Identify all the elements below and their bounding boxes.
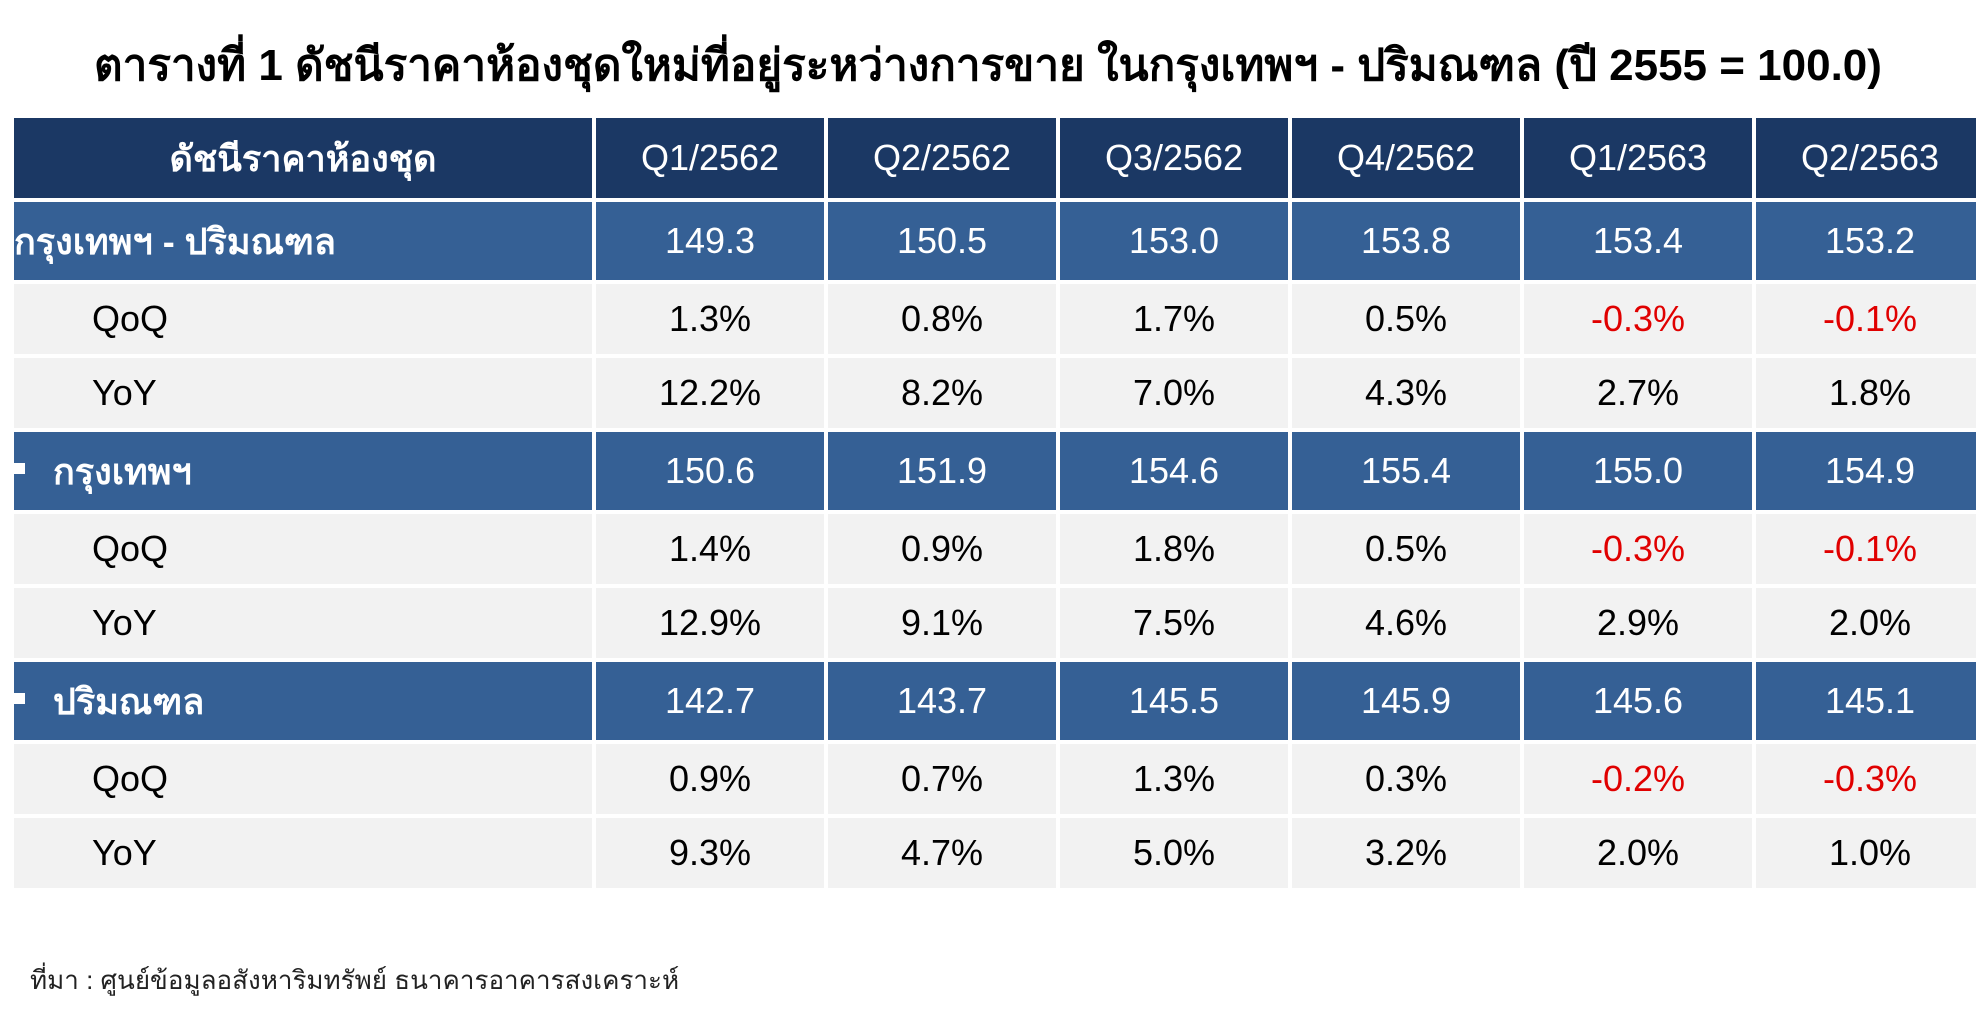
value-cell: 1.3%	[596, 284, 824, 354]
value-cell: 150.5	[828, 202, 1056, 280]
value-cell: 0.9%	[828, 514, 1056, 584]
value-cell: 153.0	[1060, 202, 1288, 280]
row-label-cell: QoQ	[14, 284, 592, 354]
header-cell-q2-2563: Q2/2563	[1756, 118, 1976, 198]
value-cell: 9.1%	[828, 588, 1056, 658]
table-title: ตารางที่ 1 ดัชนีราคาห้องชุดใหม่ที่อยู่ระ…	[94, 41, 1882, 90]
source-note: ที่มา : ศูนย์ข้อมูลอสังหาริมทรัพย์ ธนาคา…	[30, 965, 680, 995]
value-cell: 151.9	[828, 432, 1056, 510]
row-label: ปริมณฑล	[53, 680, 205, 722]
header-cell-q2-2562: Q2/2562	[828, 118, 1056, 198]
row-label: QoQ	[92, 758, 169, 799]
value-cell: 1.0%	[1756, 818, 1976, 888]
stat-row: QoQ 1.4% 0.9% 1.8% 0.5% -0.3% -0.1%	[14, 514, 1976, 584]
value-cell: 153.4	[1524, 202, 1752, 280]
value-cell: 155.0	[1524, 432, 1752, 510]
row-label-cell: กรุงเทพฯ	[14, 432, 592, 510]
value-cell: 2.0%	[1524, 818, 1752, 888]
value-cell: 4.7%	[828, 818, 1056, 888]
header-cell-label: ดัชนีราคาห้องชุด	[14, 118, 592, 198]
value-cell: -0.1%	[1756, 284, 1976, 354]
value-cell: 4.3%	[1292, 358, 1520, 428]
value-cell: 154.9	[1756, 432, 1976, 510]
row-label-cell: ปริมณฑล	[14, 662, 592, 740]
value-cell: 153.2	[1756, 202, 1976, 280]
row-label: กรุงเทพฯ - ปริมณฑล	[14, 220, 336, 262]
stat-row: YoY 12.2% 8.2% 7.0% 4.3% 2.7% 1.8%	[14, 358, 1976, 428]
header-row: ดัชนีราคาห้องชุด Q1/2562 Q2/2562 Q3/2562…	[14, 118, 1976, 198]
price-index-table: ดัชนีราคาห้องชุด Q1/2562 Q2/2562 Q3/2562…	[10, 114, 1976, 892]
row-label-cell: QoQ	[14, 744, 592, 814]
value-cell: 2.7%	[1524, 358, 1752, 428]
row-label-cell: YoY	[14, 818, 592, 888]
row-label-cell: YoY	[14, 588, 592, 658]
stat-row: YoY 9.3% 4.7% 5.0% 3.2% 2.0% 1.0%	[14, 818, 1976, 888]
value-cell: 145.1	[1756, 662, 1976, 740]
value-cell: 0.3%	[1292, 744, 1520, 814]
value-cell: 12.2%	[596, 358, 824, 428]
value-cell: 4.6%	[1292, 588, 1520, 658]
row-label: QoQ	[92, 528, 169, 569]
value-cell: 0.9%	[596, 744, 824, 814]
value-cell: 150.6	[596, 432, 824, 510]
value-cell: 149.3	[596, 202, 824, 280]
index-row: ปริมณฑล 142.7 143.7 145.5 145.9 145.6 145.1	[14, 662, 1976, 740]
value-cell: 1.4%	[596, 514, 824, 584]
value-cell: 7.0%	[1060, 358, 1288, 428]
value-cell: 0.8%	[828, 284, 1056, 354]
value-cell: 0.5%	[1292, 284, 1520, 354]
row-label: YoY	[92, 832, 157, 873]
value-cell: 145.9	[1292, 662, 1520, 740]
row-label-cell: YoY	[14, 358, 592, 428]
value-cell: 153.8	[1292, 202, 1520, 280]
value-cell: 145.6	[1524, 662, 1752, 740]
value-cell: 155.4	[1292, 432, 1520, 510]
value-cell: 142.7	[596, 662, 824, 740]
value-cell: 2.9%	[1524, 588, 1752, 658]
value-cell: 9.3%	[596, 818, 824, 888]
value-cell: 7.5%	[1060, 588, 1288, 658]
stat-row: QoQ 1.3% 0.8% 1.7% 0.5% -0.3% -0.1%	[14, 284, 1976, 354]
value-cell: 143.7	[828, 662, 1056, 740]
index-row: กรุงเทพฯ - ปริมณฑล 149.3 150.5 153.0 153.8 15…	[14, 202, 1976, 280]
value-cell: 3.2%	[1292, 818, 1520, 888]
value-cell: 8.2%	[828, 358, 1056, 428]
value-cell: 5.0%	[1060, 818, 1288, 888]
table-body: กรุงเทพฯ - ปริมณฑล 149.3 150.5 153.0 153.8 15…	[14, 202, 1976, 888]
value-cell: -0.1%	[1756, 514, 1976, 584]
row-label-cell: QoQ	[14, 514, 592, 584]
value-cell: 145.5	[1060, 662, 1288, 740]
header-cell-q1-2562: Q1/2562	[596, 118, 824, 198]
value-cell: 1.8%	[1060, 514, 1288, 584]
row-label: YoY	[92, 372, 157, 413]
row-label: QoQ	[92, 298, 169, 339]
stat-row: YoY 12.9% 9.1% 7.5% 4.6% 2.9% 2.0%	[14, 588, 1976, 658]
header-cell-q4-2562: Q4/2562	[1292, 118, 1520, 198]
row-label: กรุงเทพฯ	[53, 450, 192, 492]
value-cell: 12.9%	[596, 588, 824, 658]
stat-row: QoQ 0.9% 0.7% 1.3% 0.3% -0.2% -0.3%	[14, 744, 1976, 814]
value-cell: 1.8%	[1756, 358, 1976, 428]
value-cell: 0.7%	[828, 744, 1056, 814]
value-cell: 1.3%	[1060, 744, 1288, 814]
value-cell: 2.0%	[1756, 588, 1976, 658]
index-row: กรุงเทพฯ 150.6 151.9 154.6 155.4 155.0 154.9	[14, 432, 1976, 510]
bullet-icon	[14, 462, 25, 474]
row-label-cell: กรุงเทพฯ - ปริมณฑล	[14, 202, 592, 280]
value-cell: 154.6	[1060, 432, 1288, 510]
value-cell: 0.5%	[1292, 514, 1520, 584]
value-cell: 1.7%	[1060, 284, 1288, 354]
header-cell-q1-2563: Q1/2563	[1524, 118, 1752, 198]
header-cell-q3-2562: Q3/2562	[1060, 118, 1288, 198]
value-cell: -0.2%	[1524, 744, 1752, 814]
row-label: YoY	[92, 602, 157, 643]
bullet-icon	[14, 692, 25, 704]
value-cell: -0.3%	[1524, 284, 1752, 354]
value-cell: -0.3%	[1756, 744, 1976, 814]
value-cell: -0.3%	[1524, 514, 1752, 584]
